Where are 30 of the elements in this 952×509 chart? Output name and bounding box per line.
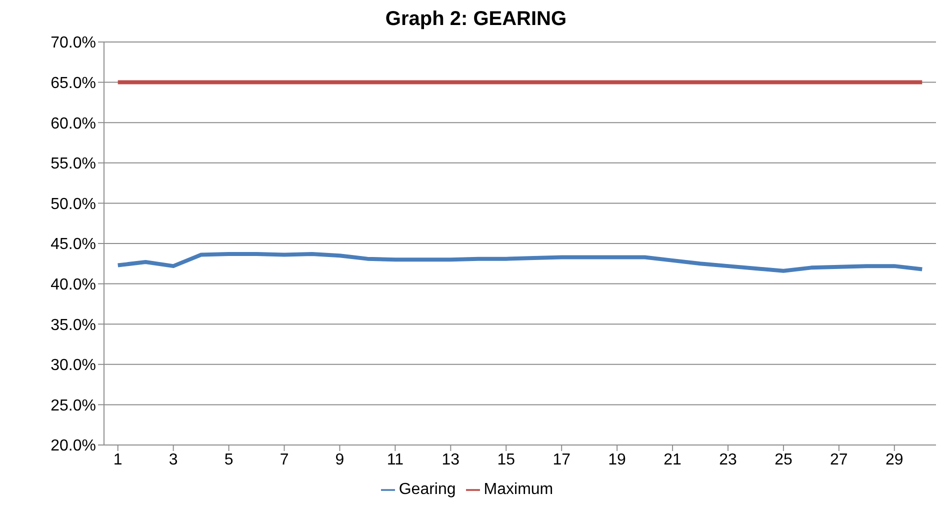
x-tick-label: 1 (113, 451, 122, 468)
x-tick-label: 9 (335, 451, 344, 468)
x-tick-label: 29 (886, 451, 904, 468)
x-tick-label: 7 (280, 451, 289, 468)
x-tick-label: 3 (168, 451, 178, 468)
x-tick-label: 25 (774, 451, 792, 468)
x-tick-label: 23 (719, 451, 737, 468)
y-tick-label: 40.0% (50, 276, 96, 294)
x-tick-label: 27 (830, 451, 848, 468)
x-tick-label: 13 (442, 451, 460, 468)
y-tick-label: 70.0% (50, 34, 96, 52)
y-tick-label: 55.0% (50, 156, 96, 173)
y-tick-label: 30.0% (50, 357, 96, 374)
y-tick-label: 25.0% (50, 397, 96, 414)
y-tick-label: 45.0% (50, 236, 96, 254)
y-tick-label: 60.0% (50, 115, 96, 132)
legend-label: Gearing (398, 481, 456, 498)
x-tick-label: 21 (664, 451, 682, 468)
chart-title: Graph 2: GEARING (384, 8, 568, 32)
y-tick-label: 20.0% (50, 438, 96, 455)
x-tick-label: 5 (224, 451, 234, 468)
x-tick-label: 17 (552, 451, 571, 468)
x-tick-label: 19 (608, 451, 626, 468)
y-tick-label: 50.0% (50, 196, 96, 213)
y-tick-label: 35.0% (50, 316, 96, 334)
y-tick-label: 65.0% (50, 74, 96, 92)
x-tick-label: 11 (386, 451, 404, 468)
line-series (116, 252, 924, 273)
legend-label: Maximum (484, 481, 554, 498)
x-tick-label: 15 (497, 451, 516, 468)
